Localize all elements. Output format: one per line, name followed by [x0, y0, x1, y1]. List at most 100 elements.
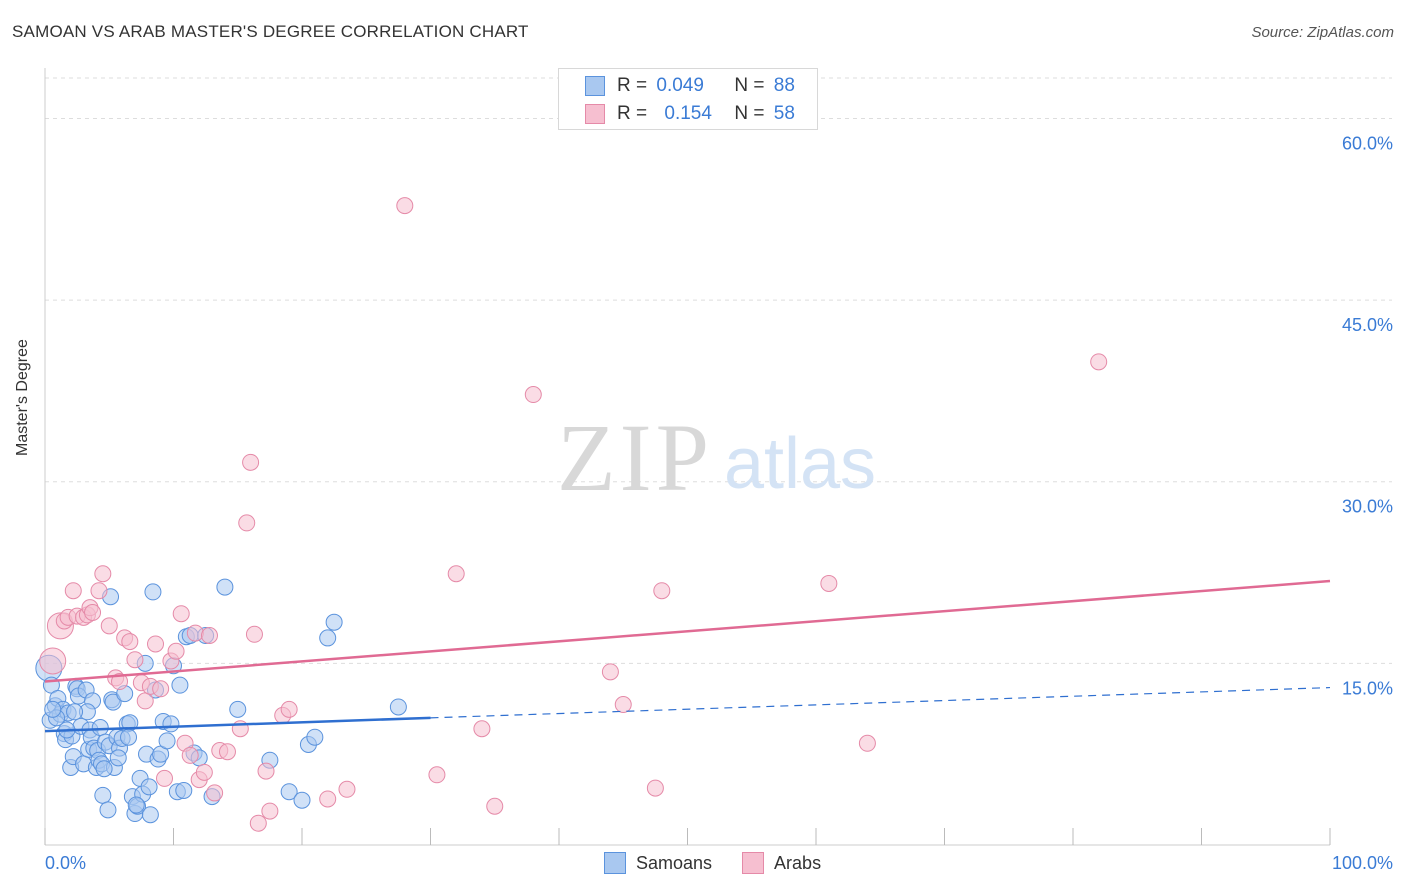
arabs-point-50	[473, 720, 491, 738]
trend-layer	[44, 579, 1331, 733]
arabs-point-0	[39, 647, 67, 675]
watermark-zip: ZIP	[557, 404, 713, 511]
samoans-r-value: 0.049	[656, 75, 704, 96]
arabs-point-49	[447, 565, 465, 583]
arabs-point-56	[653, 582, 671, 600]
samoans-point-29	[94, 786, 112, 804]
arabs-point-29	[186, 624, 204, 642]
arabs-point-45	[319, 790, 337, 808]
arabs-point-26	[172, 605, 190, 623]
arabs-point-44	[280, 700, 298, 718]
arabs-point-53	[601, 663, 619, 681]
arabs-point-47	[396, 197, 414, 215]
samoans-point-51	[141, 806, 159, 824]
arabs-point-48	[428, 766, 446, 784]
arabs-point-28	[181, 746, 199, 764]
samoans-legend-swatch	[604, 852, 626, 874]
arabs-point-41	[257, 762, 275, 780]
arabs-point-9	[84, 604, 102, 621]
arabs-point-35	[218, 743, 236, 761]
arabs-point-10	[90, 582, 108, 600]
arabs-point-11	[94, 565, 112, 583]
y-tick-label-15: 15.0%	[1342, 678, 1393, 698]
arabs-n-label: N =	[734, 103, 765, 124]
samoans-point-50	[140, 778, 158, 796]
arabs-r-label: R =	[617, 103, 648, 124]
samoans-n-label: N =	[734, 75, 765, 96]
arabs-r-value: 0.154	[664, 103, 712, 124]
chart-source: Source: ZipAtlas.com	[1251, 24, 1394, 41]
arabs-point-51	[486, 797, 504, 815]
arabs-point-55	[646, 779, 664, 797]
arabs-swatch	[585, 104, 605, 124]
arabs-point-46	[338, 780, 356, 798]
chart-title: SAMOAN VS ARAB MASTER'S DEGREE CORRELATI…	[12, 22, 529, 41]
arabs-point-31	[195, 763, 213, 781]
samoans-point-75	[319, 629, 337, 647]
arabs-point-16	[121, 633, 139, 651]
arabs-trend-line	[44, 579, 1331, 683]
samoans-point-57	[158, 732, 176, 750]
x-tick-label-min: 0.0%	[45, 853, 86, 873]
samoans-point-87	[44, 700, 62, 718]
arabs-point-57	[820, 574, 838, 592]
samoans-point-77	[389, 698, 407, 716]
arabs-point-23	[156, 769, 174, 787]
samoans-point-74	[306, 728, 324, 746]
arabs-point-22	[152, 680, 170, 698]
watermark: ZIP atlas	[557, 404, 876, 511]
arabs-point-21	[147, 635, 165, 653]
samoans-point-27	[91, 719, 109, 737]
samoans-trend-extension	[430, 686, 1331, 719]
samoans-legend-label: Samoans	[636, 852, 713, 873]
arabs-point-38	[242, 453, 260, 471]
arabs-point-59	[1090, 353, 1108, 371]
samoans-point-69	[229, 700, 247, 718]
legend-item-arabs[interactable]: Arabs	[742, 852, 821, 874]
samoans-point-76	[325, 613, 343, 631]
samoans-trend-line	[44, 716, 431, 733]
arabs-point-4	[64, 582, 82, 600]
samoans-point-71	[280, 783, 298, 801]
samoans-point-81	[95, 760, 113, 778]
arabs-point-32	[200, 627, 218, 645]
y-axis-label: Master's Degree	[14, 339, 31, 456]
arabs-point-54	[614, 696, 632, 714]
x-tick-label-max: 100.0%	[1332, 853, 1393, 873]
y-tick-label-45: 45.0%	[1342, 315, 1393, 335]
samoans-point-84	[109, 749, 127, 767]
samoans-point-72	[293, 791, 311, 809]
arabs-n-value: 58	[773, 103, 795, 124]
samoans-point-61	[175, 782, 193, 800]
arabs-legend-label: Arabs	[774, 852, 822, 873]
arabs-point-40	[249, 814, 267, 832]
samoans-point-83	[66, 703, 84, 721]
samoans-point-85	[127, 796, 145, 814]
arabs-point-14	[111, 673, 129, 691]
samoans-n-value: 88	[773, 75, 795, 96]
samoans-point-86	[162, 715, 180, 733]
legend-row-arabs: R = 0.154 N = 58	[585, 101, 795, 127]
arabs-point-25	[167, 642, 185, 660]
stats-legend: R = 0.049 N = 88 R = 0.154 N = 58	[558, 68, 818, 130]
arabs-point-37	[238, 514, 256, 532]
arabs-point-33	[206, 784, 224, 802]
y-tick-label-60: 60.0%	[1342, 133, 1393, 153]
legend-row-samoans: R = 0.049 N = 88	[585, 73, 795, 99]
samoans-point-52	[144, 583, 162, 601]
samoans-point-78	[120, 728, 138, 746]
legend-item-samoans[interactable]: Samoans	[604, 852, 712, 874]
arabs-point-58	[858, 734, 876, 752]
samoans-point-60	[171, 676, 189, 694]
series-legend: Samoans Arabs	[604, 852, 851, 874]
samoans-point-31	[99, 801, 117, 819]
tick-label-layer: 15.0% 30.0% 45.0% 60.0% 0.0% 100.0%	[45, 133, 1393, 873]
samoans-swatch	[585, 76, 605, 96]
arabs-point-52	[524, 386, 542, 404]
arabs-point-12	[100, 617, 118, 635]
y-tick-label-30: 30.0%	[1342, 497, 1393, 517]
grid-layer	[45, 77, 1392, 664]
watermark-atlas: atlas	[724, 424, 876, 504]
samoans-point-68	[216, 578, 234, 596]
